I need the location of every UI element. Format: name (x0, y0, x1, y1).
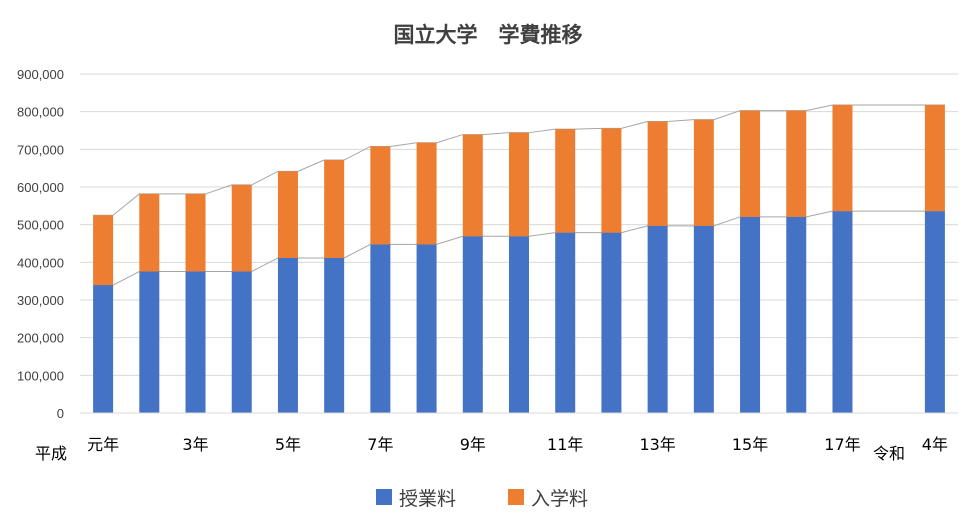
legend-swatch-tuition (376, 489, 392, 505)
legend-swatch-admission (508, 489, 524, 505)
y-tick-label: 500,000 (17, 218, 64, 233)
bar-admission (740, 110, 761, 217)
legend-label-tuition: 授業料 (399, 488, 456, 510)
legend: 授業料 入学料 (376, 488, 588, 510)
y-tick-label: 600,000 (17, 180, 64, 195)
bar-admission (416, 142, 437, 245)
x-tick-label: 4年 (922, 435, 948, 454)
bar-tuition (601, 232, 622, 413)
bar-tuition (93, 285, 114, 413)
bar-admission (93, 215, 114, 286)
bar-admission (185, 193, 206, 272)
era-label-reiwa: 令和 (873, 444, 905, 463)
bar-admission (139, 193, 160, 272)
bar-tuition (832, 211, 853, 413)
bar-tuition (185, 271, 206, 413)
bar-tuition (416, 244, 437, 413)
y-tick-label: 700,000 (17, 142, 64, 157)
bar-tuition (924, 211, 945, 413)
x-tick-label: 15年 (732, 435, 768, 454)
legend-label-admission: 入学料 (531, 488, 588, 510)
y-tick-label: 0 (57, 406, 64, 421)
bar-tuition (740, 216, 761, 413)
bar-admission (786, 110, 807, 217)
bar-tuition (693, 225, 714, 413)
bar-tuition (277, 257, 298, 413)
y-tick-label: 400,000 (17, 255, 64, 270)
bar-admission (555, 129, 576, 233)
y-tick-label: 800,000 (17, 105, 64, 120)
x-tick-label: 17年 (824, 435, 860, 454)
bar-tuition (370, 244, 391, 413)
era-label-heisei: 平成 (35, 444, 67, 463)
bar-admission (601, 128, 622, 233)
bar-tuition (509, 236, 529, 413)
series-line-tuition (93, 210, 945, 286)
bars (93, 104, 945, 413)
y-tick-label: 200,000 (17, 331, 64, 346)
x-tick-label: 元年 (87, 435, 119, 454)
chart-title: 国立大学 学費推移 (394, 23, 583, 47)
x-tick-label: 3年 (182, 435, 208, 454)
series-lines (93, 104, 945, 286)
x-tick-label: 11年 (547, 435, 583, 454)
bar-admission (462, 134, 483, 237)
y-tick-label: 100,000 (17, 368, 64, 383)
bar-admission (509, 132, 529, 237)
bar-admission (370, 146, 391, 245)
bar-tuition (462, 236, 483, 413)
bar-admission (693, 119, 714, 226)
y-tick-label: 300,000 (17, 293, 64, 308)
bar-tuition (139, 271, 160, 413)
bar-tuition (555, 232, 576, 413)
series-line-total (93, 104, 945, 216)
bar-admission (832, 104, 853, 212)
x-tick-label: 9年 (460, 435, 486, 454)
bar-admission (924, 104, 945, 212)
x-axis-ticks: 平成 令和 元年 3年 5年 7年 9年 11年 13年 15年 17年 4年 (35, 435, 948, 463)
x-tick-label: 13年 (639, 435, 675, 454)
bar-tuition (647, 225, 668, 413)
bar-admission (647, 121, 668, 226)
bar-tuition (324, 257, 345, 413)
bar-tuition (231, 271, 252, 413)
bar-tuition (786, 216, 807, 413)
x-tick-label: 7年 (367, 435, 393, 454)
bar-admission (277, 171, 298, 258)
y-tick-label: 900,000 (17, 67, 64, 82)
y-axis-ticks: 0 100,000 200,000 300,000 400,000 500,000 600,… (17, 67, 64, 421)
bar-admission (324, 160, 345, 258)
x-tick-label: 5年 (275, 435, 301, 454)
bar-admission (231, 184, 252, 272)
